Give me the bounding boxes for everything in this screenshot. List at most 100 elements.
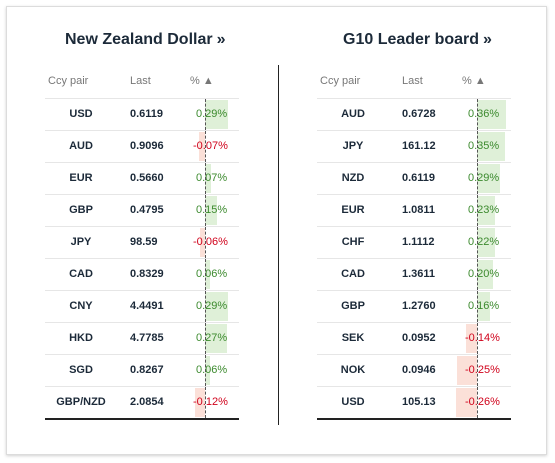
table-row[interactable]: CAD 0.8329 0.06%: [45, 258, 239, 290]
zero-line: [205, 163, 206, 194]
zero-line: [205, 323, 206, 354]
change-bar: [465, 324, 477, 353]
change-bar: [457, 356, 477, 385]
change-bar: [205, 100, 229, 129]
pct-change-cell: 0.29%: [468, 172, 500, 184]
change-bar: [205, 292, 229, 321]
chevron-right-icon: »: [216, 31, 226, 48]
last-price-cell: 1.1112: [402, 236, 435, 248]
change-bar: [205, 164, 211, 193]
table-row[interactable]: GBP 0.4795 0.15%: [45, 194, 239, 226]
last-price-cell: 105.13: [402, 396, 436, 408]
zero-line: [477, 195, 478, 226]
last-price-cell: 0.8267: [130, 364, 164, 376]
table-row[interactable]: EUR 1.0811 0.23%: [317, 194, 511, 226]
ccy-pair-cell[interactable]: JPY: [342, 140, 364, 152]
ccy-pair-cell[interactable]: EUR: [69, 172, 93, 184]
g10-table: AUD 0.6728 0.36% JPY 161.12 0.35% NZD 0.6119 0.2…: [317, 98, 511, 420]
last-price-cell: 2.0854: [130, 396, 164, 408]
ccy-pair-cell[interactable]: AUD: [69, 140, 93, 152]
table-row[interactable]: USD 105.13 -0.26%: [317, 386, 511, 418]
table-row[interactable]: SGD 0.8267 0.06%: [45, 354, 239, 386]
g10-panel-title[interactable]: G10 Leader board»: [343, 31, 492, 49]
last-price-cell: 4.4491: [130, 300, 164, 312]
column-header-pct[interactable]: % ▲: [190, 75, 214, 87]
column-header-pair[interactable]: Ccy pair: [48, 75, 89, 87]
ccy-pair-cell[interactable]: EUR: [341, 204, 365, 216]
pct-change-cell: 0.06%: [196, 268, 228, 280]
nzd-panel-title[interactable]: New Zealand Dollar»: [65, 31, 226, 49]
last-price-cell: 0.5660: [130, 172, 164, 184]
pct-change-cell: 0.27%: [196, 332, 228, 344]
ccy-pair-cell[interactable]: HKD: [69, 332, 93, 344]
last-price-cell: 1.0811: [402, 204, 436, 216]
change-bar: [456, 388, 477, 417]
pct-change-cell: 0.06%: [196, 364, 228, 376]
ccy-pair-cell[interactable]: GBP: [69, 204, 93, 216]
table-row[interactable]: JPY 98.59 -0.06%: [45, 226, 239, 258]
ccy-pair-cell[interactable]: CHF: [341, 236, 365, 248]
change-bar: [205, 196, 217, 225]
last-price-cell: 0.9096: [130, 140, 164, 152]
last-price-cell: 1.3611: [402, 268, 436, 280]
pct-change-cell: 0.35%: [468, 140, 500, 152]
ccy-pair-cell[interactable]: USD: [69, 108, 93, 120]
zero-line: [477, 259, 478, 290]
table-row[interactable]: SEK 0.0952 -0.14%: [317, 322, 511, 354]
last-price-cell: 0.6728: [402, 108, 436, 120]
pct-change-cell: 0.20%: [468, 268, 500, 280]
nzd-table: USD 0.6119 0.29% AUD 0.9096 -0.07% EUR 0.5660 0.…: [45, 98, 239, 420]
ccy-pair-cell[interactable]: CAD: [69, 268, 93, 280]
table-row[interactable]: GBP 1.2760 0.16%: [317, 290, 511, 322]
ccy-pair-cell[interactable]: USD: [341, 396, 365, 408]
last-price-cell: 0.0952: [402, 332, 436, 344]
table-row[interactable]: EUR 0.5660 0.07%: [45, 162, 239, 194]
change-bar: [477, 100, 506, 129]
table-row[interactable]: JPY 161.12 0.35%: [317, 130, 511, 162]
last-price-cell: 0.6119: [402, 172, 436, 184]
ccy-pair-cell[interactable]: NOK: [340, 364, 366, 376]
column-header-pct[interactable]: % ▲: [462, 75, 486, 87]
ccy-pair-cell[interactable]: NZD: [341, 172, 365, 184]
pct-change-cell: -0.25%: [465, 364, 500, 376]
zero-line: [477, 355, 478, 386]
table-row[interactable]: CNY 4.4491 0.29%: [45, 290, 239, 322]
table-row[interactable]: AUD 0.9096 -0.07%: [45, 130, 239, 162]
pct-change-cell: 0.15%: [196, 204, 228, 216]
ccy-pair-cell[interactable]: CNY: [69, 300, 93, 312]
ccy-pair-cell[interactable]: GBP/NZD: [56, 396, 106, 408]
change-bar: [477, 228, 495, 257]
pct-change-cell: 0.07%: [196, 172, 228, 184]
ccy-pair-cell[interactable]: SGD: [69, 364, 93, 376]
last-price-cell: 0.0946: [402, 364, 436, 376]
zero-line: [205, 131, 206, 162]
zero-line: [477, 227, 478, 258]
last-price-cell: 4.7785: [130, 332, 164, 344]
zero-line: [477, 99, 478, 130]
table-row[interactable]: AUD 0.6728 0.36%: [317, 98, 511, 130]
last-price-cell: 0.4795: [130, 204, 164, 216]
table-row[interactable]: USD 0.6119 0.29%: [45, 98, 239, 130]
ccy-pair-cell[interactable]: GBP: [341, 300, 365, 312]
column-header-last[interactable]: Last: [402, 75, 423, 87]
column-header-last[interactable]: Last: [130, 75, 151, 87]
pct-change-cell: 0.22%: [468, 236, 500, 248]
panel-title-text: G10 Leader board: [343, 31, 480, 48]
table-row[interactable]: NOK 0.0946 -0.25%: [317, 354, 511, 386]
table-row[interactable]: GBP/NZD 2.0854 -0.12%: [45, 386, 239, 418]
ccy-pair-cell[interactable]: JPY: [70, 236, 92, 248]
table-row[interactable]: NZD 0.6119 0.29%: [317, 162, 511, 194]
column-header-pair[interactable]: Ccy pair: [320, 75, 361, 87]
ccy-pair-cell[interactable]: CAD: [341, 268, 365, 280]
ccy-pair-cell[interactable]: SEK: [341, 332, 365, 344]
change-bar: [199, 132, 205, 161]
last-price-cell: 98.59: [130, 236, 158, 248]
table-row[interactable]: HKD 4.7785 0.27%: [45, 322, 239, 354]
table-row[interactable]: CHF 1.1112 0.22%: [317, 226, 511, 258]
table-row[interactable]: CAD 1.3611 0.20%: [317, 258, 511, 290]
pct-change-cell: -0.26%: [465, 396, 500, 408]
change-bar: [205, 260, 210, 289]
ccy-pair-cell[interactable]: AUD: [341, 108, 365, 120]
widget-frame: New Zealand Dollar» Ccy pair Last % ▲ US…: [6, 6, 547, 455]
pct-change-cell: 0.36%: [468, 108, 500, 120]
